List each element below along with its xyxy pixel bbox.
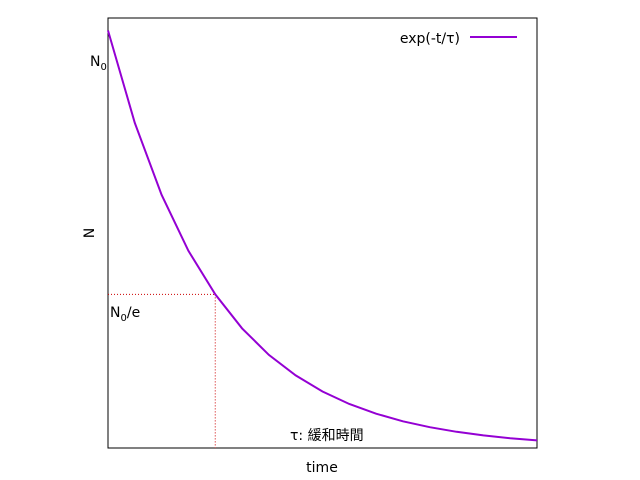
legend-label: exp(-t/τ)	[400, 31, 460, 47]
n0e-label-main: N	[110, 305, 120, 321]
tau-label: τ: 緩和時間	[290, 428, 364, 444]
n0-label: N0	[90, 54, 107, 73]
x-axis-label: time	[306, 460, 338, 476]
n0-over-e-label: N0/e	[110, 305, 140, 324]
series-line-0	[107, 30, 538, 442]
legend: exp(-t/τ)	[400, 31, 517, 47]
n0e-label-suffix: /e	[127, 305, 140, 321]
series-group	[107, 30, 538, 442]
n0-label-subscript: 0	[100, 62, 106, 73]
n0-label-main: N	[90, 54, 100, 70]
plot-frame	[107, 17, 538, 449]
n0e-label-subscript: 0	[120, 313, 126, 324]
y-axis-label: N	[82, 228, 98, 238]
